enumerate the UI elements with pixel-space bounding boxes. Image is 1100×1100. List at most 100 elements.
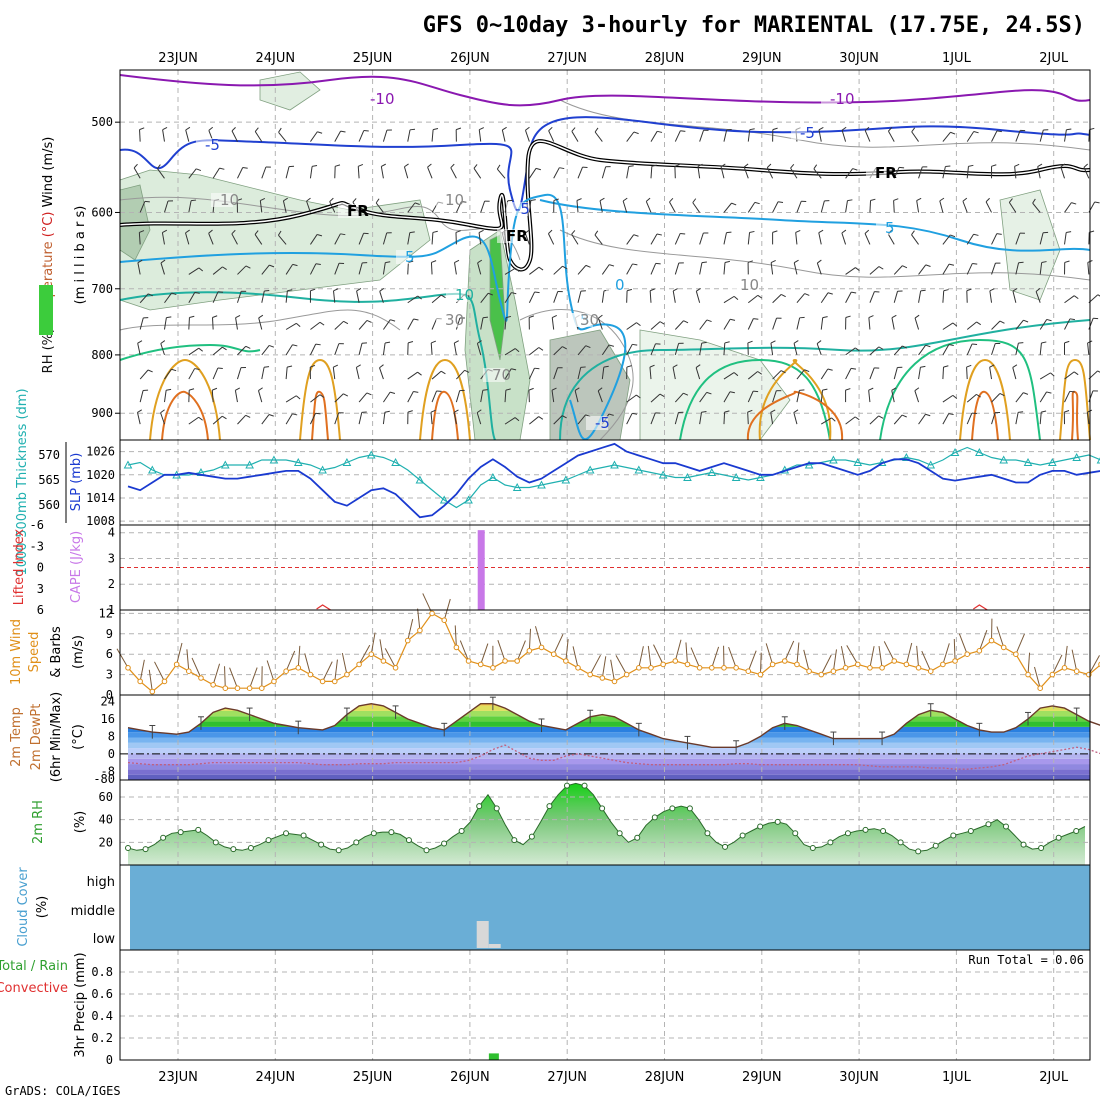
wind-barb-flag bbox=[729, 391, 735, 394]
wind-speed-point bbox=[380, 658, 387, 664]
wind-barb bbox=[164, 292, 172, 304]
wind-barb bbox=[161, 232, 165, 245]
wind-barb bbox=[329, 201, 336, 213]
contour-label: 10 bbox=[445, 191, 464, 209]
wind-barb bbox=[669, 201, 676, 213]
wind-barb bbox=[480, 292, 489, 304]
rh-point bbox=[300, 832, 307, 839]
wind-barb bbox=[576, 200, 579, 213]
wind-speed-point bbox=[648, 665, 654, 671]
wind-barb-flag bbox=[431, 260, 437, 263]
wind-barb-flag bbox=[845, 388, 851, 391]
wind-barb-flag bbox=[594, 230, 599, 236]
contour-label-bg bbox=[196, 138, 218, 152]
wind-barb-flag bbox=[505, 388, 511, 391]
surface-wind-barb bbox=[759, 652, 762, 675]
wind-barb bbox=[869, 367, 875, 380]
wind-barb-flag bbox=[609, 264, 615, 267]
wind-barb-flag bbox=[659, 321, 665, 325]
wind-barb bbox=[966, 263, 973, 275]
contour-label-bg bbox=[821, 92, 852, 106]
wind-barb bbox=[597, 390, 603, 403]
wind-barb bbox=[431, 294, 442, 304]
wind-barb bbox=[234, 390, 238, 403]
wind-speed-point bbox=[611, 678, 618, 685]
li-marker bbox=[973, 604, 988, 611]
wind-barb bbox=[504, 348, 516, 356]
surface-wind-barb bbox=[765, 643, 774, 665]
wind-barb bbox=[407, 202, 416, 213]
tick-label: 2 bbox=[108, 577, 115, 591]
wind-barb bbox=[790, 167, 798, 179]
contour-label-bg bbox=[791, 126, 813, 140]
wind-barb bbox=[796, 390, 800, 403]
surface-wind-barb bbox=[953, 638, 956, 662]
wind-barb-flag bbox=[780, 370, 786, 374]
wind-barb-flag bbox=[899, 166, 905, 169]
wind-barb-flag bbox=[511, 368, 517, 371]
wind-barb bbox=[674, 320, 684, 330]
wind-barb-flag bbox=[430, 409, 436, 413]
temperature-band bbox=[128, 753, 1090, 759]
upper-air-ylabel: RH (%) Temperature (°C) Wind (m/s) bbox=[41, 137, 56, 374]
wind-barb-flag bbox=[340, 130, 346, 133]
rh-2m-panel: 20 40 60 2m RH (%) bbox=[31, 779, 1091, 866]
tick-label: 4 bbox=[108, 526, 115, 540]
wind-barb bbox=[188, 267, 200, 275]
temp-axis-label: (°C) bbox=[71, 724, 86, 750]
wind-barb-flag bbox=[636, 394, 641, 399]
wind-barb-flag bbox=[454, 340, 459, 344]
wind-barb bbox=[845, 291, 852, 303]
wind-barb bbox=[285, 344, 293, 356]
wind-barb bbox=[1015, 232, 1021, 245]
wind-barb-flag bbox=[916, 197, 922, 202]
wind-barb-flag bbox=[804, 293, 810, 296]
wind-barb bbox=[820, 200, 825, 213]
wind-barb-flag bbox=[730, 318, 736, 321]
wind-barb-flag bbox=[626, 365, 632, 368]
temperature-band bbox=[128, 774, 1090, 780]
wind-barb bbox=[553, 167, 560, 179]
rh-point bbox=[827, 839, 834, 846]
wind-barb bbox=[868, 390, 871, 403]
wind-barb bbox=[723, 129, 728, 142]
wind-barb-flag bbox=[1050, 372, 1055, 377]
wind-barb bbox=[476, 412, 482, 425]
contour-label-bg bbox=[876, 221, 889, 235]
surface-wind-barb bbox=[1051, 654, 1063, 675]
wind-barb-flag bbox=[477, 259, 483, 264]
contour-label-bg bbox=[571, 313, 593, 327]
wind-barb-flag bbox=[1094, 201, 1100, 204]
wind-speed-point bbox=[769, 661, 776, 668]
wind-barb bbox=[1064, 202, 1072, 213]
rh-contour bbox=[519, 309, 634, 441]
wind-barb-flag bbox=[793, 409, 799, 413]
wind-barb bbox=[212, 317, 214, 330]
wind-barb bbox=[528, 200, 532, 213]
wind-barb bbox=[380, 166, 384, 179]
wind-barb bbox=[796, 201, 802, 213]
wind-barb-flag bbox=[706, 391, 712, 395]
wind-barb bbox=[355, 367, 360, 380]
clear-sky-mark bbox=[488, 944, 501, 948]
wind-barb-flag bbox=[551, 387, 557, 391]
wind-barb bbox=[261, 264, 270, 275]
wind-barb-flag bbox=[277, 230, 282, 236]
wind-barb-flag bbox=[831, 417, 836, 422]
rh-region bbox=[259, 71, 321, 111]
wind-barb-flag bbox=[991, 164, 997, 167]
temperature-line bbox=[127, 702, 1100, 748]
wind-barb bbox=[1060, 166, 1065, 179]
wind-barb bbox=[893, 367, 898, 380]
wind-barb-flag bbox=[989, 288, 995, 292]
wind-barb bbox=[212, 167, 220, 179]
wind-barb-flag bbox=[731, 202, 737, 206]
rh-point bbox=[212, 839, 219, 846]
wind-barb-flag bbox=[287, 289, 293, 292]
wind-barb-flag bbox=[524, 229, 530, 234]
thickness-axis-label: 1000-500mb Thickness (dm) bbox=[15, 388, 30, 575]
tick-label: 12 bbox=[99, 606, 113, 620]
wind-barb-flag bbox=[431, 340, 437, 344]
rh-shading bbox=[119, 71, 1061, 441]
wind-barb bbox=[133, 167, 141, 179]
